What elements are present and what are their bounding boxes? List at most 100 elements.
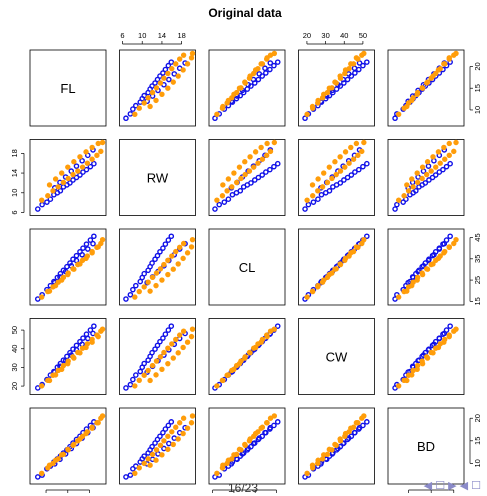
point-RW-BD [413, 188, 419, 194]
point-CW-FL [58, 366, 65, 372]
point-CW-CL [214, 383, 220, 389]
point-FL-RW [162, 66, 169, 73]
point-FL-RW [161, 75, 167, 81]
panel-CL-BD [387, 228, 465, 306]
point-BD-RW [180, 430, 186, 437]
panel-CW-CW [298, 318, 375, 395]
point-RW-CW [341, 177, 347, 183]
point-RW-CW [315, 196, 321, 202]
point-RW-CL [237, 188, 244, 194]
point-FL-RW [180, 52, 187, 58]
point-RW-FL [47, 196, 54, 202]
point-CW-FL [46, 377, 53, 384]
point-RW-CW [304, 197, 310, 203]
point-CW-FL [99, 326, 106, 332]
point-RW-CL [220, 182, 226, 188]
point-CW-RW [162, 331, 169, 337]
point-FL-RW [168, 59, 175, 65]
point-FL-CW [356, 66, 362, 73]
point-RW-FL [65, 164, 71, 170]
point-FL-CW [302, 115, 308, 122]
point-RW-FL [89, 156, 95, 162]
point-BD-RW [132, 470, 138, 477]
point-RW-CL [259, 156, 266, 162]
point-CL-FL [83, 241, 90, 247]
point-BD-FL [46, 462, 53, 468]
point-CW-RW [136, 377, 142, 383]
point-RW-CW [361, 139, 367, 146]
point-BD-CL [234, 456, 240, 463]
tick-label-CL-vertical: 45 [473, 233, 482, 241]
point-FL-CW [344, 76, 351, 83]
point-CW-FL [83, 344, 89, 351]
point-RW-CW [355, 152, 361, 159]
point-RW-BD [430, 154, 436, 160]
slide-nav-icons[interactable]: ◀ ☐ ▶ ◀ ☐ [423, 480, 481, 492]
point-RW-CL [263, 169, 269, 175]
point-FL-RW [165, 70, 171, 77]
point-RW-CW [342, 149, 349, 155]
point-CW-FL [80, 335, 86, 341]
point-RW-FL [67, 180, 73, 186]
point-BD-CW [309, 462, 316, 468]
point-RW-FL [34, 206, 41, 212]
point-CW-BD [395, 383, 402, 389]
point-RW-FL [80, 169, 86, 175]
point-FL-RW [157, 80, 164, 86]
point-CL-CW [353, 244, 360, 250]
tick-label-CW: 30 [321, 31, 329, 40]
point-FL-RW [153, 97, 159, 104]
point-CW-RW [180, 344, 186, 351]
point-CW-RW [137, 368, 144, 375]
point-RW-BD [447, 160, 453, 167]
point-CL-FL [90, 240, 96, 247]
point-RW-FL [58, 170, 65, 176]
point-CW-FL [65, 360, 71, 367]
panel-RW-CW [298, 139, 375, 216]
point-RW-CL [238, 175, 244, 182]
point-RW-CL [267, 148, 274, 155]
tick-label-CL-vertical: 35 [473, 255, 482, 263]
point-BD-RW [180, 415, 187, 421]
panel-CW-RW [119, 318, 196, 395]
point-RW-CW [356, 166, 362, 173]
point-BD-RW [176, 420, 183, 426]
point-CL-FL [87, 237, 94, 243]
point-BD-RW [173, 424, 179, 430]
point-CL-FL [89, 250, 95, 256]
point-CW-RW [133, 372, 139, 378]
point-FL-CW [332, 79, 338, 85]
point-CL-BD [436, 246, 443, 252]
point-CW-BD [419, 360, 426, 367]
point-CL-FL [84, 246, 91, 252]
point-CW-FL [89, 339, 95, 345]
point-RW-CW [359, 148, 365, 155]
point-RW-BD [414, 170, 420, 176]
point-CL-RW [189, 236, 196, 243]
point-FL-BD [419, 85, 426, 91]
point-RW-CW [337, 168, 344, 174]
point-BD-RW [136, 465, 142, 471]
point-FL-RW [149, 83, 155, 89]
point-RW-CL [251, 164, 257, 170]
point-CL-BD [409, 274, 416, 280]
point-CW-RW [165, 345, 171, 351]
point-CW-FL [83, 331, 90, 337]
point-CL-BD [446, 244, 452, 250]
point-FL-RW [189, 50, 196, 57]
variable-label-FL: FL [60, 81, 75, 96]
point-CL-BD [441, 240, 448, 247]
point-CW-RW [169, 341, 175, 347]
point-RW-CL [247, 154, 253, 160]
point-BD-CL [220, 462, 226, 468]
tick-label-CL-vertical: 15 [473, 297, 482, 305]
point-CL-CW [304, 294, 310, 300]
point-CW-CL [264, 333, 270, 340]
point-FL-CW [309, 103, 316, 110]
point-CL-BD [430, 261, 436, 267]
point-FL-BD [435, 67, 442, 73]
point-RW-CW [352, 169, 358, 175]
point-BD-CL [267, 415, 274, 421]
point-CW-RW [145, 367, 151, 374]
panel-FL-FL [29, 49, 107, 127]
